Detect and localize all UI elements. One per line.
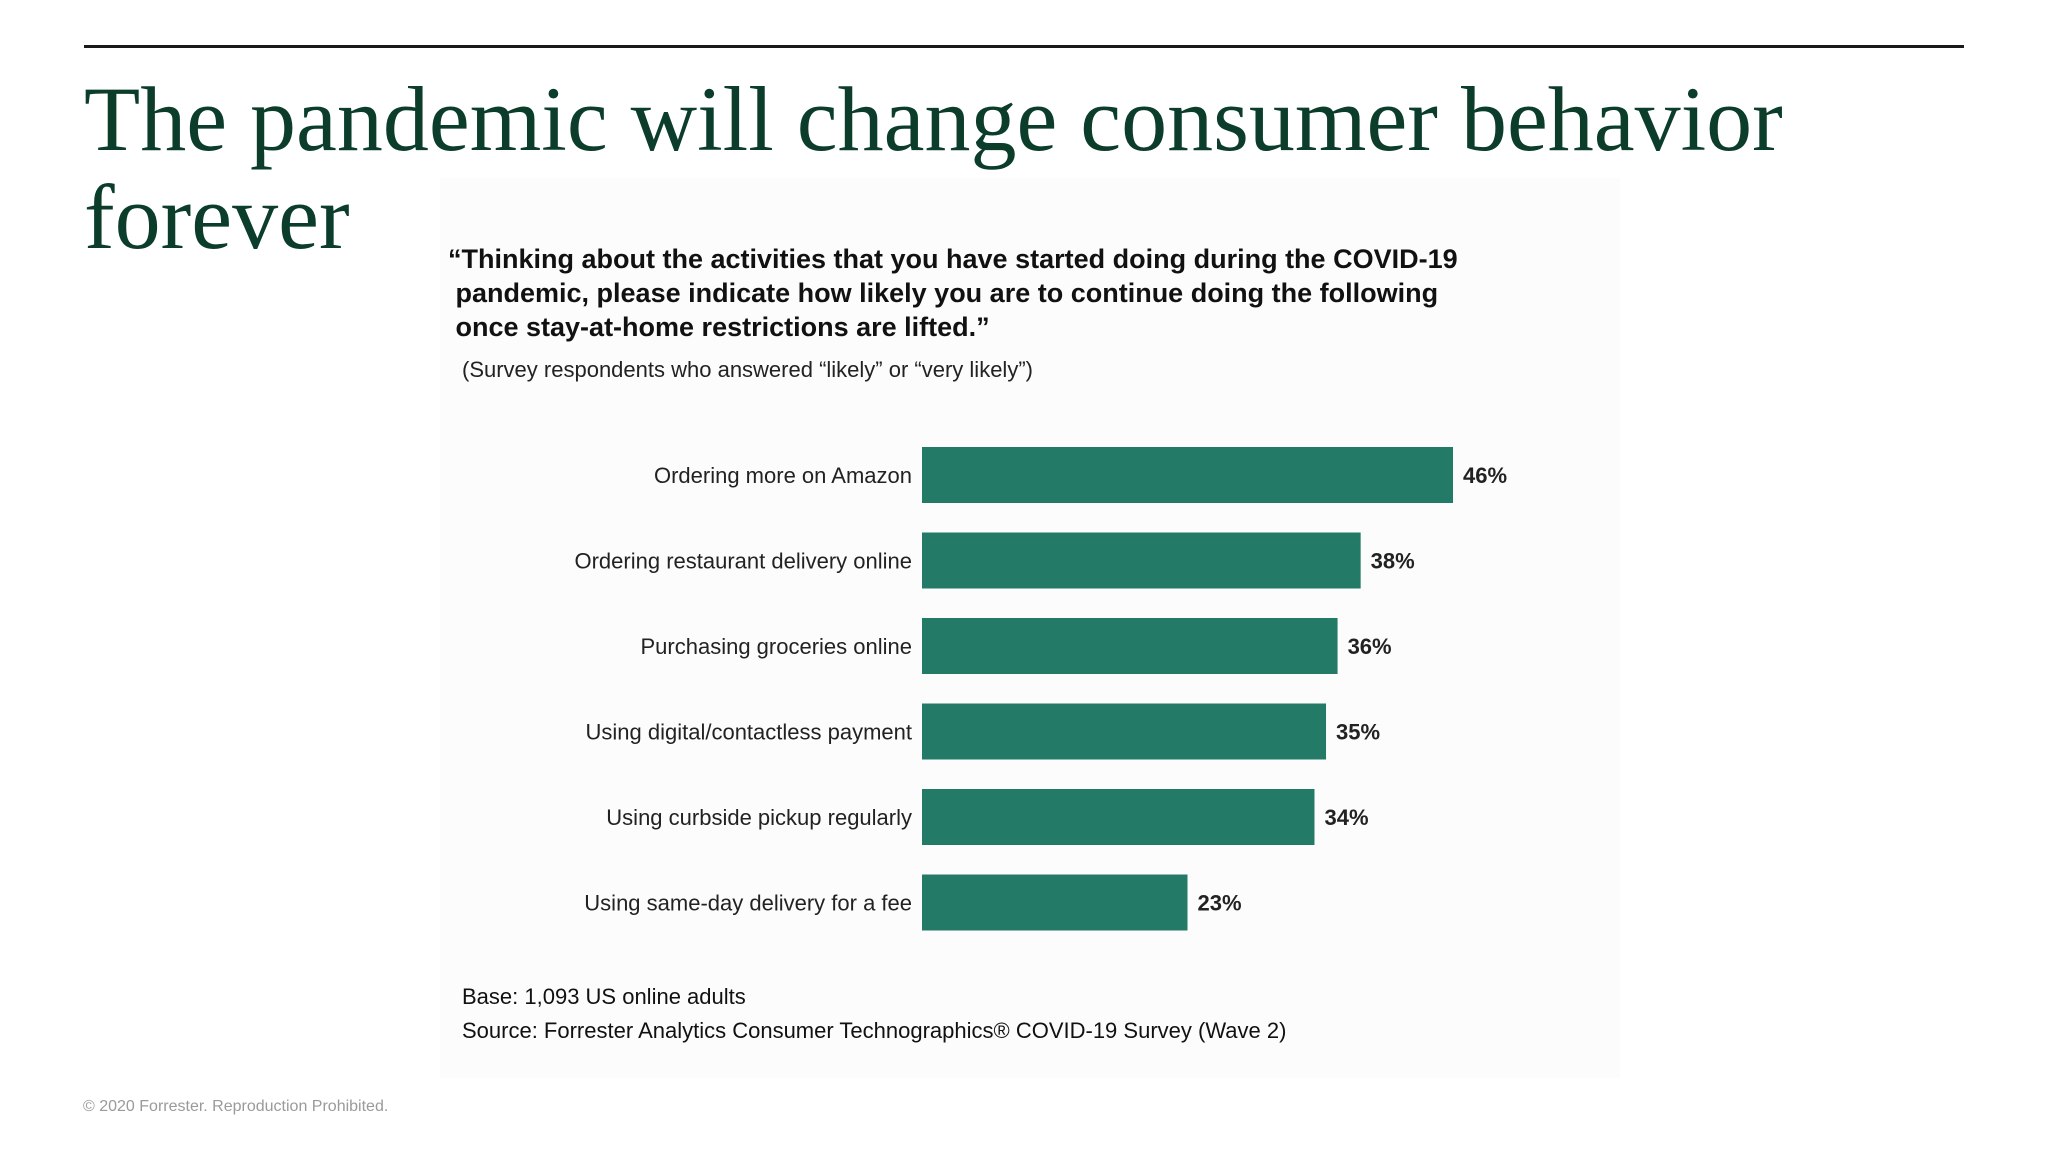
category-label: Ordering restaurant delivery online (574, 549, 912, 574)
category-label: Ordering more on Amazon (654, 463, 912, 488)
value-label: 34% (1324, 805, 1368, 830)
category-label: Using same-day delivery for a fee (584, 891, 912, 916)
bar-chart: Ordering more on Amazon 46% Ordering resta… (574, 447, 1507, 931)
chart-subtitle: (Survey respondents who answered “likely… (462, 357, 1033, 382)
question-line: “Thinking about the activities that you … (448, 244, 1458, 274)
value-label: 38% (1371, 549, 1415, 574)
bar (922, 532, 1361, 589)
category-label: Using curbside pickup regularly (606, 805, 912, 830)
source-note: Source: Forrester Analytics Consumer Tec… (462, 1018, 1287, 1043)
value-label: 35% (1336, 720, 1380, 745)
value-label: 46% (1463, 463, 1507, 488)
bar (922, 789, 1315, 845)
value-label: 23% (1198, 891, 1242, 916)
bar (922, 618, 1338, 674)
copyright-notice: © 2020 Forrester. Reproduction Prohibite… (83, 1098, 389, 1115)
bar (922, 447, 1453, 503)
top-rule (84, 45, 1964, 48)
bar (922, 874, 1188, 931)
value-label: 36% (1348, 634, 1392, 659)
question-line: pandemic, please indicate how likely you… (448, 278, 1439, 308)
chart-question: “Thinking about the activities that you … (448, 242, 1628, 344)
category-label: Using digital/contactless payment (586, 720, 913, 745)
bar (922, 703, 1327, 760)
category-label: Purchasing groceries online (641, 634, 913, 659)
base-note: Base: 1,093 US online adults (462, 984, 746, 1009)
slide-title: The pandemic will change consumer behavi… (84, 68, 1783, 268)
question-line: once stay-at-home restrictions are lifte… (448, 312, 990, 342)
